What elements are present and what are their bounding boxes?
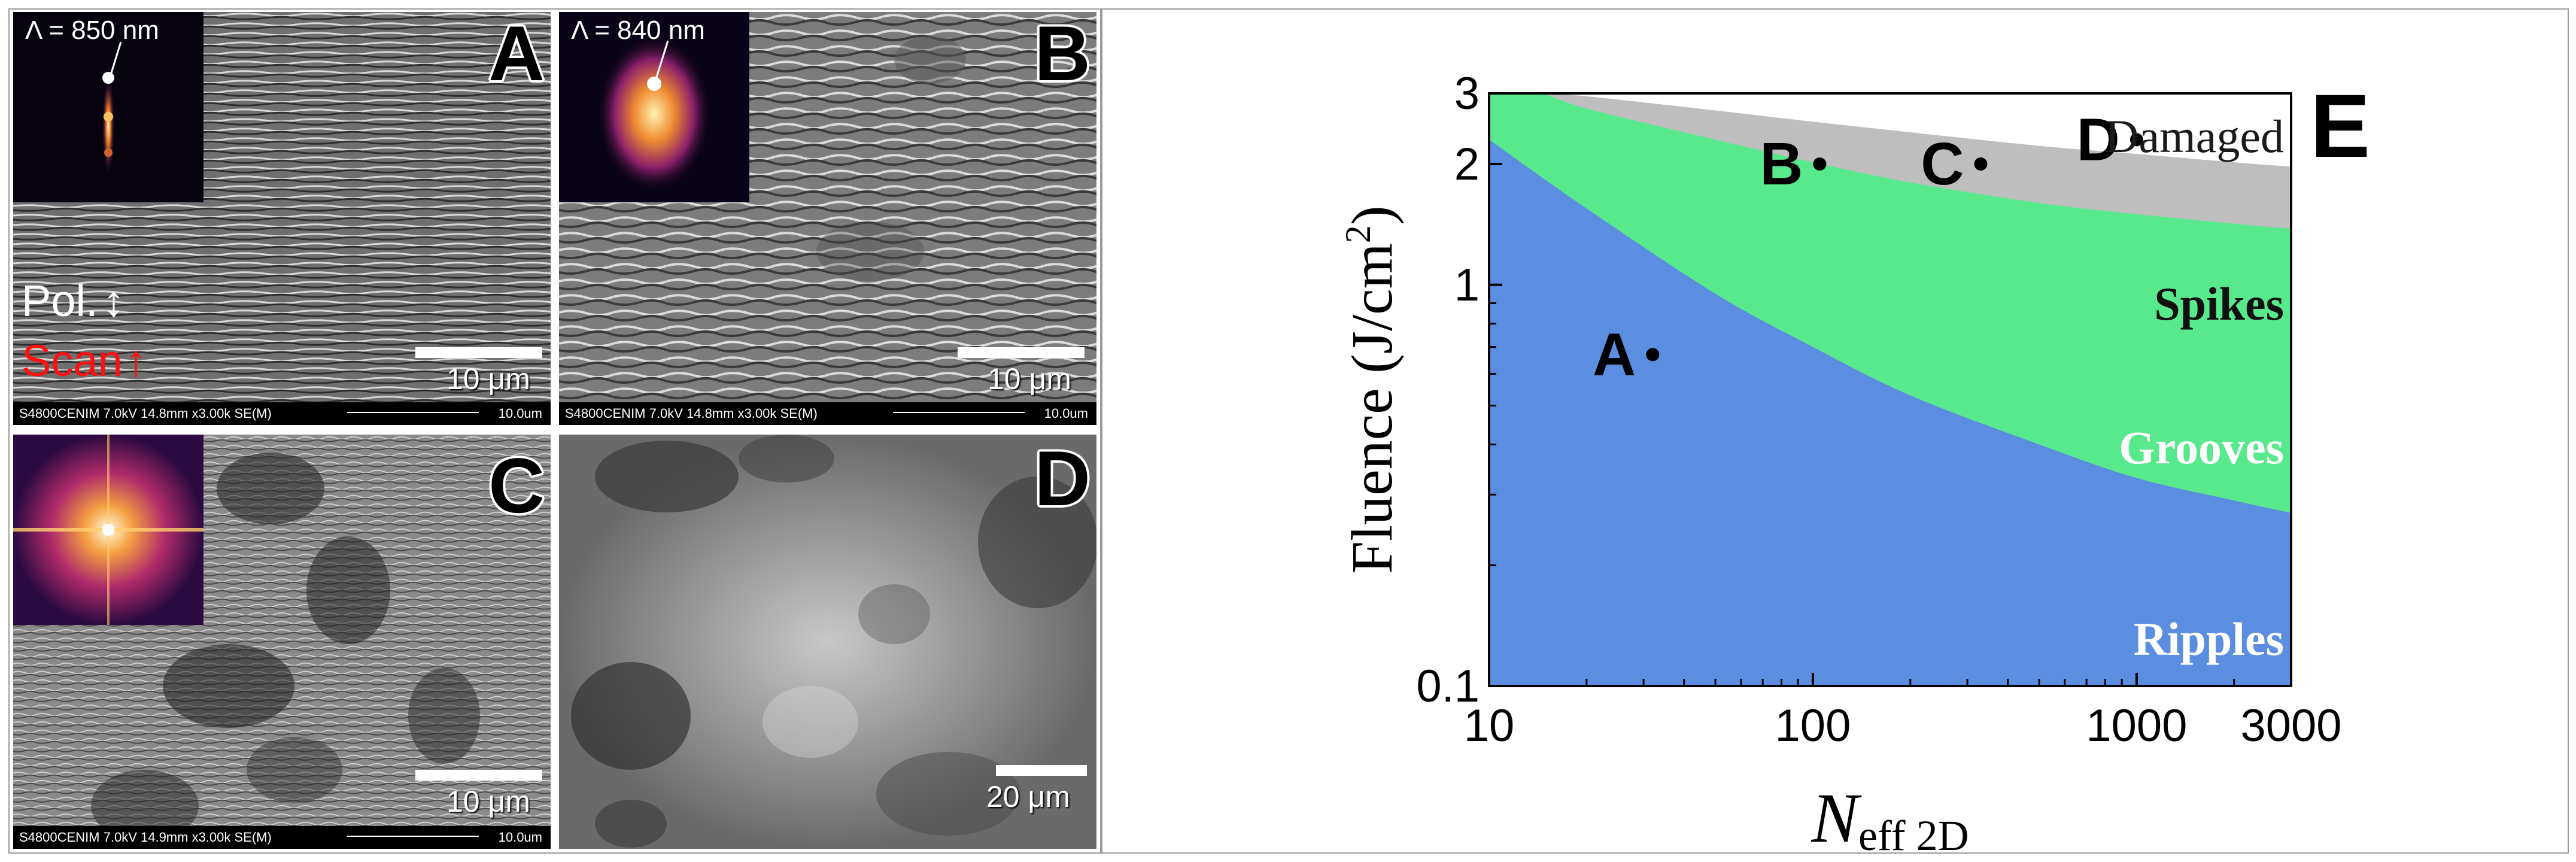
region-label-ripples: Ripples — [2134, 613, 2284, 665]
sem-footer-c: S4800CENIM 7.0kV 14.9mm x3.00k SE(M) 10.… — [13, 826, 551, 849]
scale-text-d: 20 μm — [986, 780, 1070, 814]
y-axis-label: Fluence (J/cm2) — [1338, 205, 1405, 573]
fft-spectrum-b — [559, 12, 749, 202]
sem-panel-d: D 20 μm — [559, 435, 1096, 849]
y-tick-label: 2 — [1454, 139, 1480, 190]
points-layer: A B C D — [1593, 106, 2143, 388]
damaged-surface-texture — [559, 435, 1096, 849]
scale-text-a: 10 μm — [446, 362, 530, 396]
x-tick-label: 3000 — [2240, 700, 2341, 751]
scan-direction-label: Scan↑ — [22, 336, 147, 386]
plot-frame — [1488, 92, 2292, 687]
data-point-b — [1813, 157, 1827, 171]
panel-letter-b: B — [1034, 12, 1090, 97]
region-label-damaged: Damaged — [2105, 110, 2284, 162]
sem-panel-c: C 10 μm S4800CENIM 7.0kV 14.9mm x3.00k S… — [13, 435, 551, 849]
data-point-label-b: B — [1760, 130, 1803, 198]
region-labels-layer: Damaged Spikes Grooves Ripples — [2105, 110, 2284, 665]
scan-arrow-icon: ↑ — [124, 336, 147, 386]
data-point-c — [1974, 157, 1988, 171]
fft-spectrum-c — [13, 435, 203, 625]
data-point-a — [1646, 348, 1660, 362]
chart-figure-frame — [1101, 8, 2569, 854]
data-point-d — [2130, 133, 2143, 147]
x-tick-label: 1000 — [2086, 700, 2187, 751]
ticks-layer: 10 100 1000 3000 0.1 1 2 3 — [1416, 68, 2341, 751]
x-tick-label: 10 — [1464, 700, 1515, 751]
scale-bar-a — [415, 347, 542, 358]
x-tick-label: 100 — [1775, 700, 1851, 751]
fft-inset-c — [13, 435, 203, 625]
fft-inset-a: Λ = 850 nm — [13, 12, 203, 202]
fluence-map-chart: 10 100 1000 3000 0.1 1 2 3 A B C D Damaged Spikes Gr… — [1338, 68, 2370, 854]
region-label-grooves: Grooves — [2119, 421, 2284, 474]
sem-panel-a: Λ = 850 nm A Pol. ↕ Scan↑ 10 μm S4800CENI… — [13, 12, 551, 425]
scale-bar-b — [958, 347, 1085, 358]
y-tick-label: 3 — [1454, 68, 1480, 119]
scale-bar-d — [996, 765, 1087, 776]
x-axis-label: Neff 2D — [1811, 779, 1969, 854]
polarization-label: Pol. ↕ — [22, 276, 125, 326]
y-tick-label: 1 — [1454, 260, 1480, 311]
data-point-label-a: A — [1593, 321, 1636, 388]
panel-letter-a: A — [488, 12, 545, 97]
polarization-arrow-icon: ↕ — [102, 276, 125, 326]
panel-letter-c: C — [488, 442, 545, 529]
data-point-label-d: D — [2077, 106, 2120, 173]
sem-panel-b: Λ = 840 nm B 10 μm S4800CENIM 7.0kV 14.8… — [559, 12, 1096, 425]
panel-letter-d: D — [1034, 435, 1090, 522]
regions-layer — [1489, 93, 2291, 686]
y-tick-label: 0.1 — [1416, 661, 1480, 712]
fft-spectrum-a — [13, 12, 203, 202]
sem-figure-frame — [8, 8, 1101, 854]
panel-letter-e: E — [2310, 75, 2370, 176]
fft-inset-b: Λ = 840 nm — [559, 12, 749, 202]
region-ripples — [1489, 139, 2291, 686]
scale-text-b: 10 μm — [988, 362, 1071, 396]
scale-bar-c — [415, 770, 542, 781]
sem-footer-a: S4800CENIM 7.0kV 14.8mm x3.00k SE(M) 10.… — [13, 402, 551, 425]
data-point-label-c: C — [1921, 130, 1964, 198]
scale-text-c: 10 μm — [446, 785, 530, 818]
period-label: Λ = 840 nm — [571, 16, 705, 45]
region-label-spikes: Spikes — [2154, 278, 2284, 330]
sem-footer-b: S4800CENIM 7.0kV 14.8mm x3.00k SE(M) 10.… — [559, 402, 1096, 425]
period-label: Λ = 850 nm — [25, 16, 159, 45]
